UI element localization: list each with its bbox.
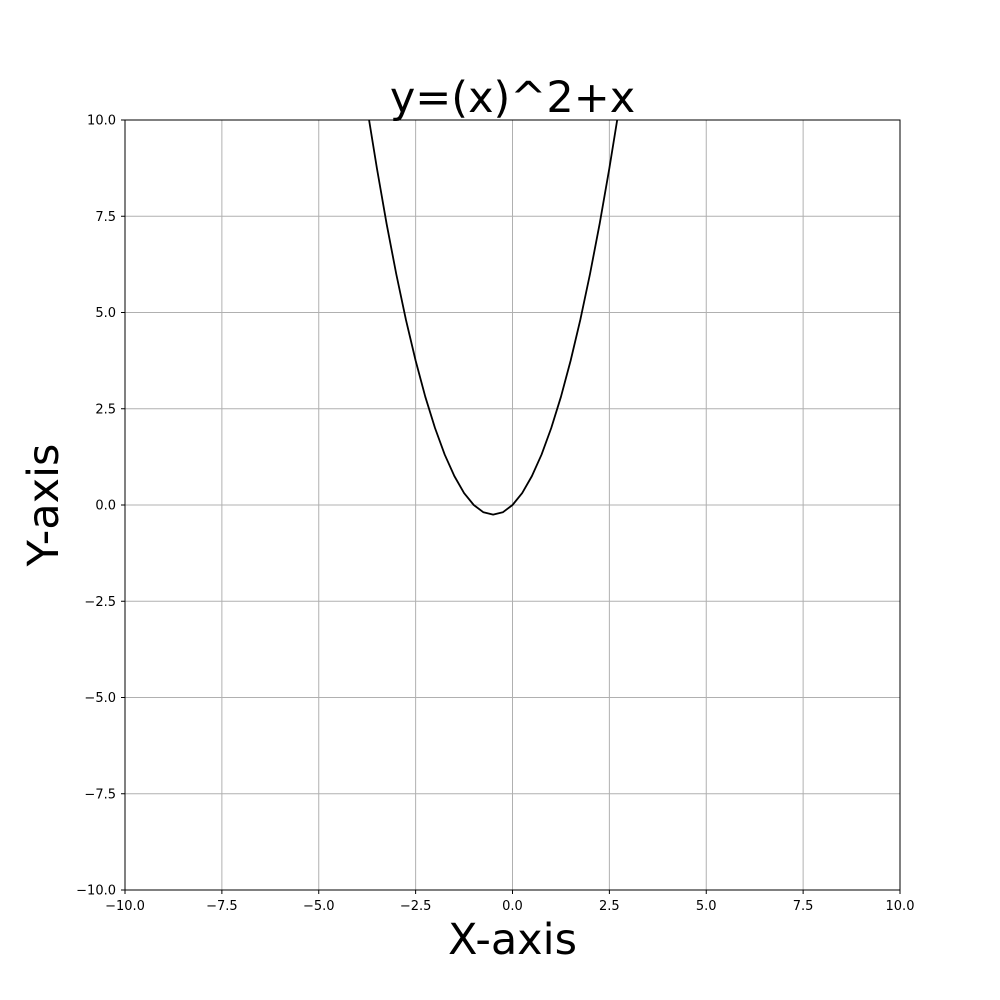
y-tick-label: −5.0 [84,691,116,706]
x-tick-label: −2.5 [400,899,432,914]
chart-title: y=(x)^2+x [390,73,635,123]
x-tick-label: 7.5 [793,899,814,914]
plot-series [368,119,619,516]
x-tick-label: 2.5 [599,899,620,914]
y-tick-label: −10.0 [76,884,116,899]
x-tick-label: −10.0 [105,899,145,914]
x-axis-label: X-axis [448,915,577,965]
y-tick-label: 7.5 [95,210,116,225]
axis-ticks: −10.0 −7.5 −5.0 −2.5 0.0 2.5 5.0 7.5 10.0 −10.0 −7… [76,114,914,915]
y-tick-label: 5.0 [95,306,116,321]
x-tick-label: 0.0 [502,899,523,914]
x-tick-label: 5.0 [696,899,717,914]
y-axis-label: Y-axis [19,444,69,568]
x-tick-label: −7.5 [206,899,238,914]
series-line-0 [368,119,619,516]
y-tick-label: 2.5 [95,402,116,417]
y-tick-label: 0.0 [95,499,116,514]
y-tick-label: 10.0 [87,114,116,129]
y-tick-label: −2.5 [84,595,116,610]
y-tick-label: −7.5 [84,787,116,802]
x-tick-label: −5.0 [303,899,335,914]
x-tick-label: 10.0 [886,899,915,914]
